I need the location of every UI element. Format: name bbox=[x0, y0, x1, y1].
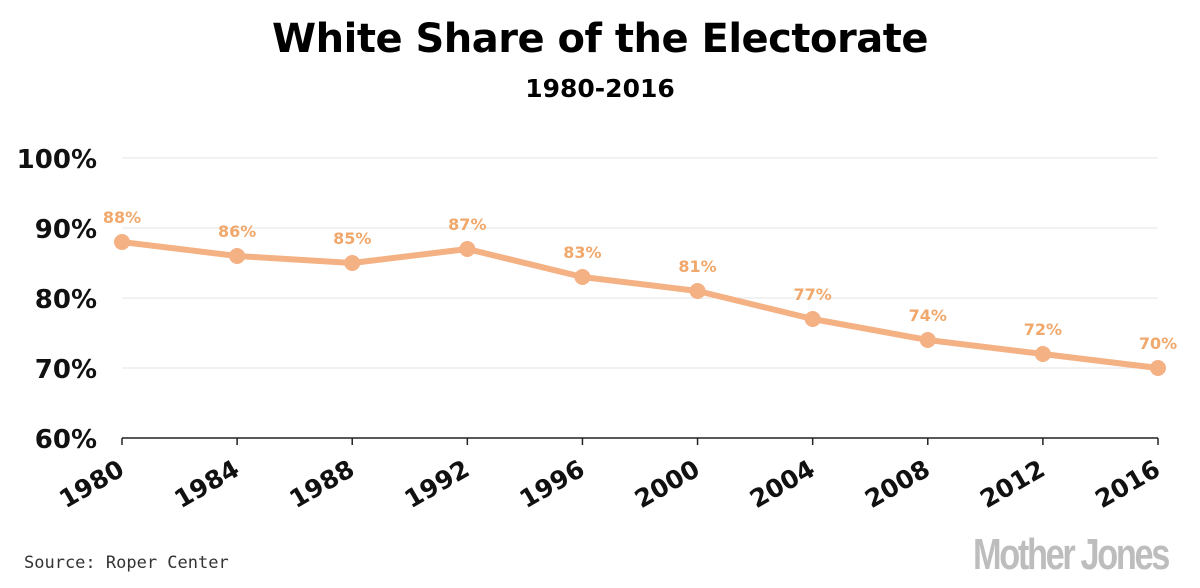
x-tick-label: 2008 bbox=[860, 454, 935, 514]
x-tick-label: 1980 bbox=[54, 454, 129, 514]
chart-subtitle: 1980-2016 bbox=[525, 74, 675, 103]
mother-jones-logo: Mother Jones bbox=[972, 530, 1170, 579]
data-label: 86% bbox=[218, 222, 256, 241]
data-label: 87% bbox=[448, 215, 486, 234]
data-point bbox=[919, 332, 936, 348]
data-point bbox=[1150, 360, 1166, 376]
y-tick-label: 70% bbox=[35, 355, 97, 385]
data-point bbox=[114, 234, 130, 250]
x-tick-label: 2016 bbox=[1090, 454, 1165, 514]
y-tick-label: 90% bbox=[35, 215, 97, 245]
chart-title: White Share of the Electorate bbox=[272, 16, 928, 62]
data-label: 85% bbox=[333, 229, 371, 248]
data-point bbox=[459, 241, 476, 257]
data-label: 74% bbox=[909, 306, 947, 325]
data-label: 83% bbox=[563, 243, 601, 262]
series-line bbox=[119, 239, 1161, 371]
x-tick-label: 2012 bbox=[975, 454, 1050, 514]
x-tick-label: 1988 bbox=[284, 454, 359, 514]
data-label: 70% bbox=[1139, 334, 1177, 353]
y-tick-label: 80% bbox=[35, 285, 97, 315]
x-tick-label: 2000 bbox=[630, 454, 705, 514]
x-tick-label: 2004 bbox=[745, 454, 820, 514]
data-point bbox=[689, 283, 706, 299]
data-point bbox=[574, 269, 591, 285]
data-point bbox=[229, 248, 246, 264]
x-tick-label: 1996 bbox=[515, 454, 590, 514]
data-point bbox=[344, 255, 361, 271]
y-tick-label: 100% bbox=[17, 145, 97, 175]
source-note: Source: Roper Center bbox=[24, 553, 229, 573]
data-label: 77% bbox=[794, 285, 832, 304]
data-point bbox=[1034, 346, 1051, 362]
data-point bbox=[804, 311, 821, 327]
data-label: 81% bbox=[678, 257, 716, 276]
y-tick-label: 60% bbox=[35, 425, 97, 455]
data-label: 72% bbox=[1024, 320, 1062, 339]
x-tick-label: 1992 bbox=[400, 454, 475, 514]
x-tick-label: 1984 bbox=[169, 454, 244, 514]
data-label: 88% bbox=[103, 208, 141, 227]
